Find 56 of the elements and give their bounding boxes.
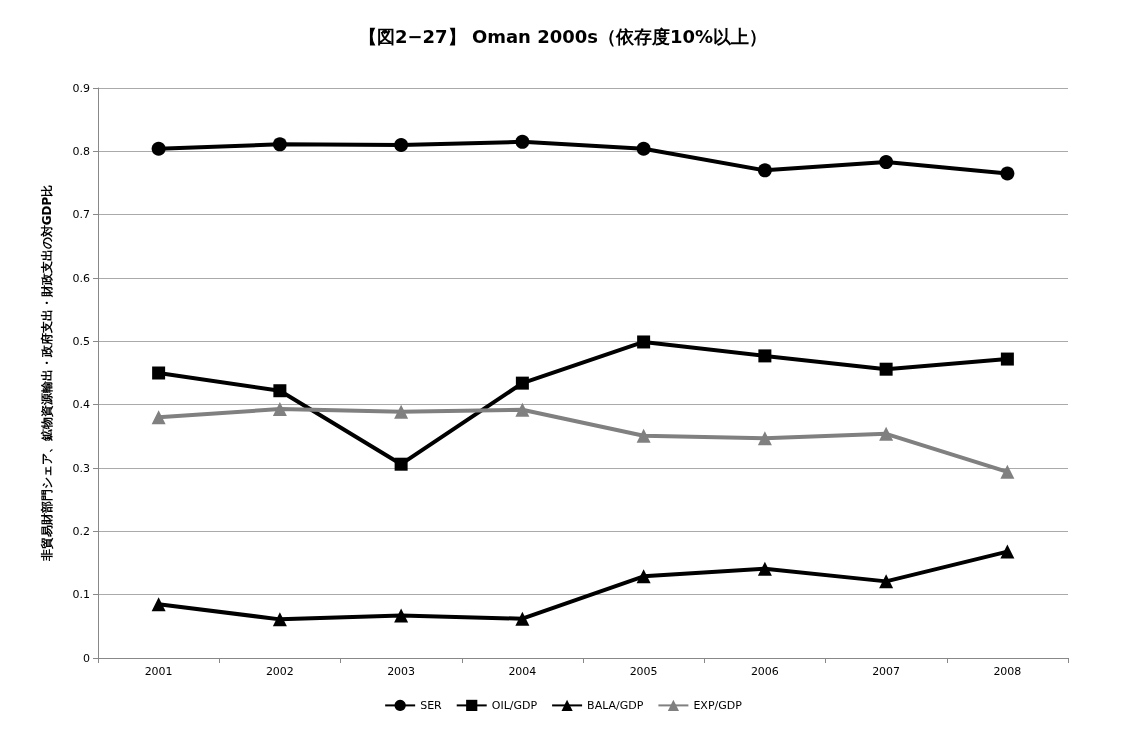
y-tick-label: 0.2 — [72, 524, 90, 538]
point — [879, 426, 894, 441]
point — [879, 155, 894, 170]
y-tick-label: 0.3 — [72, 461, 90, 475]
point — [515, 376, 529, 390]
point — [152, 366, 166, 380]
point — [272, 612, 287, 627]
point — [515, 402, 530, 417]
y-tick-label: 0 — [83, 651, 90, 665]
point — [394, 608, 409, 623]
point — [515, 611, 530, 626]
x-tick-label: 2001 — [144, 665, 173, 678]
point — [272, 137, 287, 152]
y-tick-label: 0.8 — [72, 144, 90, 158]
point — [272, 402, 287, 417]
point — [1000, 464, 1015, 479]
point — [879, 574, 894, 589]
y-tick-label: 0.1 — [72, 588, 90, 602]
legend-label: OIL/GDP — [491, 698, 538, 712]
point — [151, 410, 166, 425]
chart-title: 【図2−27】 Oman 2000s（依存度10%以上） — [358, 25, 768, 47]
point — [273, 384, 287, 398]
x-tick-label: 2008 — [993, 665, 1022, 678]
point — [394, 457, 408, 471]
point — [757, 431, 772, 446]
point — [394, 404, 409, 419]
point — [151, 141, 166, 156]
point — [879, 362, 893, 376]
x-tick-label: 2003 — [387, 665, 416, 678]
legend-label: SER — [420, 698, 443, 712]
y-tick-label: 0.9 — [72, 81, 90, 95]
point — [757, 561, 772, 576]
point — [758, 349, 772, 363]
x-tick-label: 2004 — [508, 665, 537, 678]
y-tick-label: 0.4 — [72, 398, 90, 412]
point — [1000, 166, 1015, 181]
y-tick-label: 0.7 — [72, 208, 90, 222]
x-tick-label: 2006 — [750, 665, 779, 678]
point — [757, 163, 772, 178]
legend-label: EXP/GDP — [693, 698, 743, 712]
y-tick-label: 0.5 — [72, 334, 90, 348]
point — [636, 428, 651, 443]
point — [636, 569, 651, 584]
y-axis-title: 非貿易財部門シェア、鉱物資源輸出・政府支出・財政支出の対GDP比 — [40, 184, 54, 563]
y-tick-label: 0.6 — [72, 271, 90, 285]
point — [151, 597, 166, 612]
point — [1000, 352, 1014, 366]
point — [1000, 544, 1015, 559]
legend-label: BALA/GDP — [587, 698, 644, 712]
x-tick-label: 2005 — [629, 665, 658, 678]
x-tick-label: 2007 — [872, 665, 901, 678]
point — [636, 141, 651, 156]
x-tick-label: 2002 — [265, 665, 294, 678]
point — [394, 138, 409, 152]
point — [637, 335, 651, 349]
point — [515, 134, 530, 149]
